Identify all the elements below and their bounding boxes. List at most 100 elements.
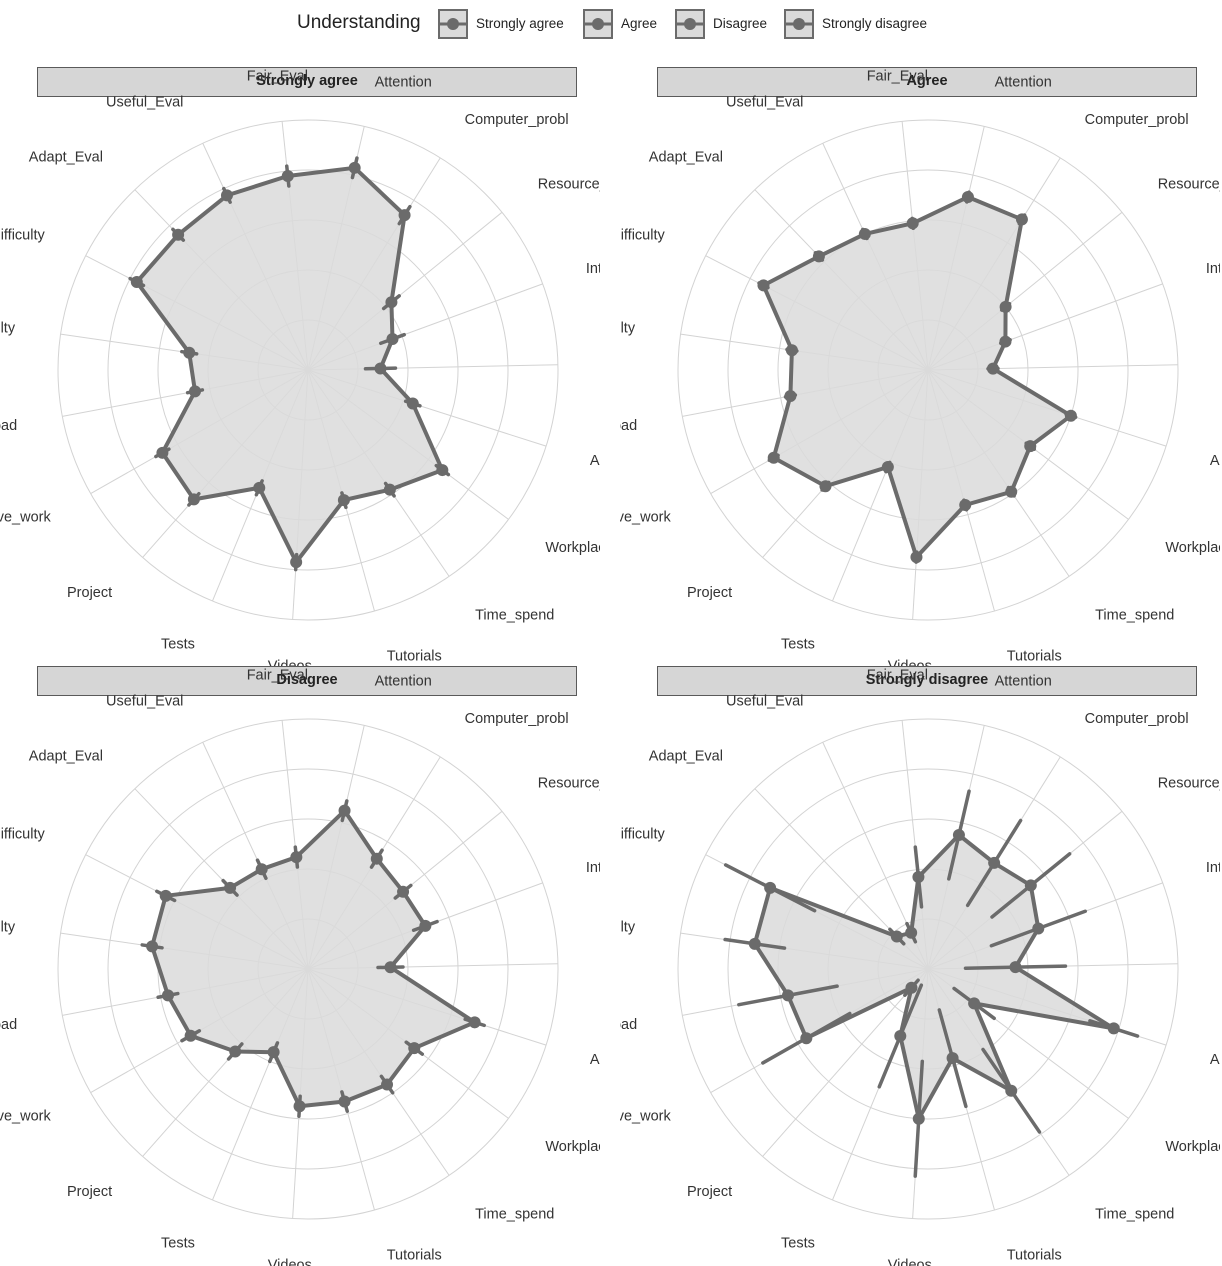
axis-label: Useful_Eval (106, 694, 183, 710)
data-point (349, 162, 361, 174)
legend-label: Strongly disagree (822, 16, 927, 31)
data-point (385, 296, 397, 308)
data-point (953, 829, 965, 841)
axis-label: Internet_probl (1206, 261, 1220, 277)
data-point (290, 851, 302, 863)
axis-label: Acad_perform (1210, 453, 1220, 469)
axis-label: Resource_probl (538, 176, 600, 192)
axis-label: Computer_probl (465, 711, 569, 727)
data-point (384, 961, 396, 973)
axis-label: Useful_Eval (106, 95, 183, 111)
series-area (137, 168, 443, 562)
legend-title: Understanding (297, 12, 421, 34)
data-point (162, 989, 174, 1001)
radar-chart: AttentionComputer_problResource_problInt… (620, 666, 1220, 1266)
axis-label: Tests (161, 1236, 195, 1252)
data-point (891, 931, 903, 943)
data-point (436, 464, 448, 476)
axis-label: Tutorials (387, 1247, 442, 1263)
data-point (185, 1030, 197, 1042)
legend-key-icon (784, 9, 814, 39)
axis-label: Attention (995, 75, 1052, 91)
axis-label: Fair_Eval (867, 668, 928, 684)
data-point (813, 250, 825, 262)
data-point (1005, 486, 1017, 498)
axis-label: Comp_difficulty (0, 320, 16, 336)
axis-label: Comp_difficulty (0, 919, 16, 935)
data-point (1032, 923, 1044, 935)
axis-label: Tests (781, 1236, 815, 1252)
data-point (407, 398, 419, 410)
data-point (183, 347, 195, 359)
legend-key-icon (675, 9, 705, 39)
data-point (469, 1016, 481, 1028)
axis-label: Project (67, 1184, 112, 1200)
data-point (131, 276, 143, 288)
data-point (338, 494, 350, 506)
data-point (1016, 213, 1028, 225)
legend: Understanding Strongly agree Agree Disag… (0, 4, 1222, 42)
data-point (782, 989, 794, 1001)
data-point (339, 805, 351, 817)
axis-label: Time_spend (1095, 607, 1174, 623)
data-point (188, 493, 200, 505)
data-point (757, 279, 769, 291)
data-point (905, 982, 917, 994)
data-point (189, 385, 201, 397)
axis-label: Internet_probl (586, 860, 600, 876)
axis-label: General_difficulty (0, 228, 45, 244)
data-point (408, 1042, 420, 1054)
axis-label: Attention (995, 674, 1052, 690)
data-point (882, 461, 894, 473)
panel-agree: Agree AttentionComputer_problResource_pr… (620, 67, 1220, 667)
data-point (912, 871, 924, 883)
data-point (229, 1045, 241, 1057)
axis-label: Comp_difficulty (620, 320, 636, 336)
legend-key-icon (583, 9, 613, 39)
axis-label: Adapt_Eval (29, 749, 103, 765)
axis-label: Active_work (0, 509, 51, 525)
axis-label: Project (687, 1184, 732, 1200)
axis-label: Resource_probl (1158, 176, 1220, 192)
axis-label: Workplace (1165, 540, 1220, 556)
data-point (1000, 301, 1012, 313)
axis-label: Useful_Eval (726, 95, 803, 111)
axis-label: Workplace (1165, 1139, 1220, 1155)
axis-label: General_difficulty (620, 827, 665, 843)
data-point (160, 890, 172, 902)
axis-label: Workload (620, 1017, 637, 1033)
axis-label: Active_work (620, 509, 671, 525)
data-point (1108, 1022, 1120, 1034)
data-point (962, 191, 974, 203)
axis-label: Project (687, 585, 732, 601)
data-point (968, 997, 980, 1009)
axis-label: Adapt_Eval (29, 150, 103, 166)
data-point (156, 447, 168, 459)
axis-label: Workload (620, 418, 637, 434)
data-point (290, 556, 302, 568)
data-point (399, 209, 411, 221)
axis-label: Acad_perform (590, 453, 600, 469)
data-point (146, 940, 158, 952)
data-point (987, 363, 999, 375)
data-point (1024, 440, 1036, 452)
axis-label: Fair_Eval (867, 69, 928, 85)
data-point (339, 1096, 351, 1108)
data-point (800, 1032, 812, 1044)
data-point (819, 480, 831, 492)
axis-label: Active_work (0, 1108, 51, 1124)
axis-label: Acad_perform (1210, 1052, 1220, 1068)
data-point (294, 1100, 306, 1112)
axis-label: Videos (268, 1257, 312, 1266)
radar-chart: AttentionComputer_problResource_problInt… (0, 666, 600, 1266)
data-point (913, 1113, 925, 1125)
axis-label: Attention (375, 674, 432, 690)
data-point (419, 920, 431, 932)
data-point (768, 452, 780, 464)
data-point (749, 938, 761, 950)
data-point (282, 170, 294, 182)
data-point (959, 499, 971, 511)
axis-label: Workload (0, 418, 17, 434)
data-point (172, 229, 184, 241)
axis-label: Workload (0, 1017, 17, 1033)
